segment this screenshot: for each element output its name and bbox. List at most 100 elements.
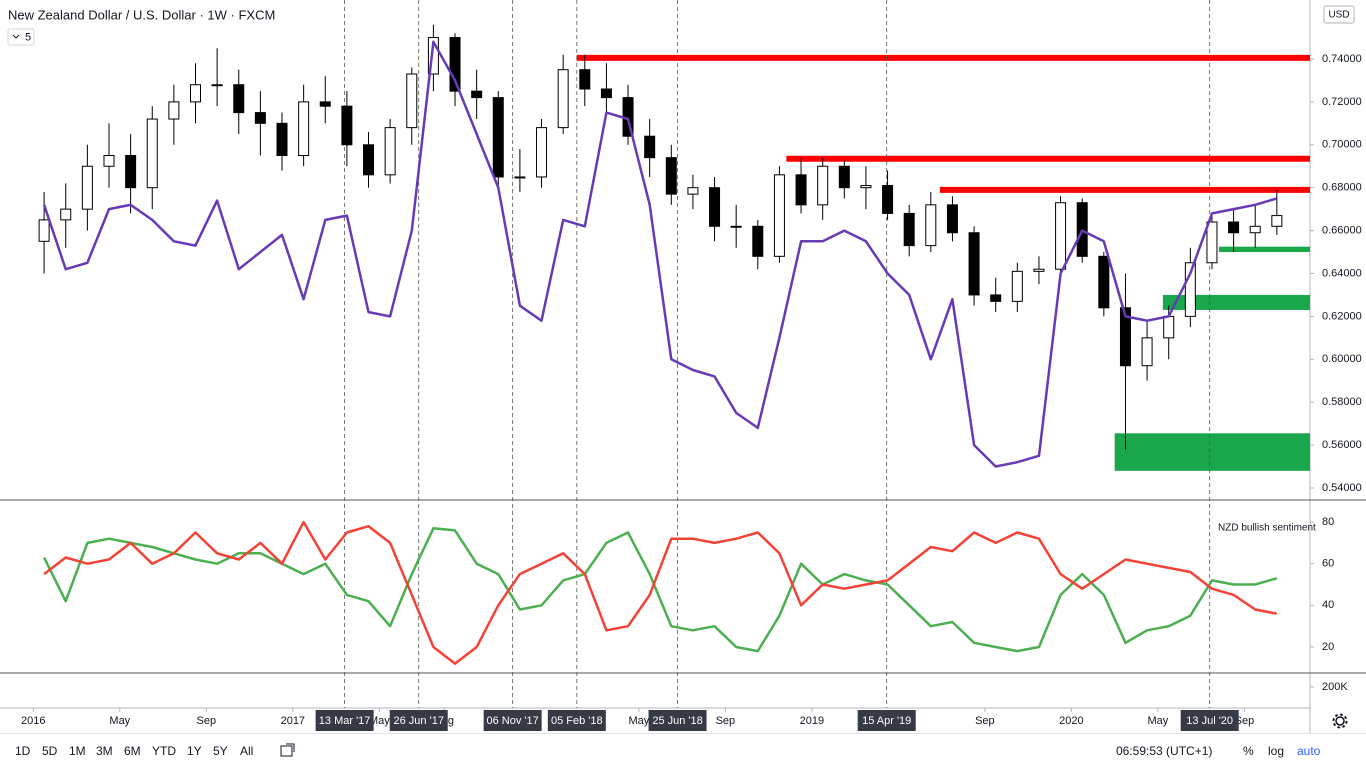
toolbar: 1D 5D 1M 3M 6M YTD 1Y 5Y All 06:59:53 (UTC+1)% log… xyxy=(0,733,1366,769)
event-label: 13 Mar '17 xyxy=(319,715,371,727)
currency-box[interactable] xyxy=(1323,5,1355,24)
range-button[interactable]: 1Y xyxy=(187,744,202,758)
chart-title: New Zealand Dollar / U.S. Dollar · 1W · … xyxy=(8,7,275,22)
candle-body xyxy=(903,212,915,247)
range-button[interactable]: 5D xyxy=(42,744,58,758)
candle-body xyxy=(1206,221,1218,264)
candle-body xyxy=(644,135,656,159)
event-label-box xyxy=(547,710,606,731)
candle-body xyxy=(860,185,872,189)
candle-body xyxy=(1163,315,1175,339)
y-tick-label: 0.68000 xyxy=(1322,182,1362,194)
y-tick-label: 0.56000 xyxy=(1322,439,1362,451)
y-tick-label: 80 xyxy=(1322,516,1334,528)
event-label: 06 Nov '17 xyxy=(487,715,539,727)
y-tick-label: 0.66000 xyxy=(1322,224,1362,236)
candle-body xyxy=(990,294,1002,302)
candle-body xyxy=(211,84,223,87)
candle-body xyxy=(319,101,331,107)
series-line xyxy=(42,40,1278,468)
x-tick-label: 2016 xyxy=(21,715,45,727)
candle-body xyxy=(1249,225,1261,234)
x-tick-label: Sep xyxy=(975,715,995,727)
candle-body xyxy=(1033,268,1045,272)
range-button[interactable]: 6M xyxy=(124,744,141,758)
candle-body xyxy=(579,69,591,90)
chart: New Zealand Dollar / U.S. Dollar · 1W · … xyxy=(0,0,1366,733)
candle-body xyxy=(168,101,180,120)
interval-box[interactable] xyxy=(7,28,35,46)
range-button[interactable]: 1D xyxy=(15,744,31,758)
currency[interactable]: USD xyxy=(1328,10,1349,21)
x-tick-label: May xyxy=(1148,715,1169,727)
event-label-box xyxy=(857,710,916,731)
candle-body xyxy=(838,165,850,189)
settings-icon[interactable] xyxy=(1332,713,1348,729)
candle-body xyxy=(341,105,353,146)
event-label-box xyxy=(315,710,374,731)
support-zone xyxy=(1162,294,1310,310)
series-line xyxy=(43,520,1278,665)
candle-body xyxy=(665,157,677,195)
event-label: 26 Jun '17 xyxy=(394,715,444,727)
scale-option[interactable]: auto xyxy=(1297,744,1321,758)
y-tick-label: 20 xyxy=(1322,641,1334,653)
range-button[interactable]: 3M xyxy=(96,744,113,758)
range-button[interactable]: All xyxy=(240,744,254,758)
candle-body xyxy=(968,232,980,296)
event-label-box xyxy=(483,710,542,731)
event-label: 05 Feb '18 xyxy=(551,715,603,727)
scale-option[interactable]: log xyxy=(1268,744,1285,758)
candle-body xyxy=(1184,262,1196,317)
y-tick-label: 0.62000 xyxy=(1322,310,1362,322)
candle-body xyxy=(146,118,158,189)
candle-body xyxy=(276,122,288,157)
candle-body xyxy=(925,204,937,247)
candle-body xyxy=(1098,255,1110,309)
compare-icon[interactable] xyxy=(280,743,296,762)
candle-body xyxy=(557,69,569,129)
range-button[interactable]: 1M xyxy=(69,744,86,758)
candle-body xyxy=(1011,270,1023,302)
event-label: 13 Jul '20 xyxy=(1186,715,1233,727)
event-label: 25 Jun '18 xyxy=(652,715,702,727)
x-tick-label: 2020 xyxy=(1059,715,1083,727)
event-label: 15 Apr '19 xyxy=(862,715,911,727)
candle-body xyxy=(38,219,50,242)
candle-body xyxy=(103,155,115,167)
candle-body xyxy=(233,84,245,114)
candle-body xyxy=(1228,221,1240,234)
candle-body xyxy=(81,165,93,210)
candle-body xyxy=(406,73,418,129)
candle-body xyxy=(536,127,548,178)
y-tick-label: 0.70000 xyxy=(1322,139,1362,151)
candle-body xyxy=(1119,307,1131,367)
candle-body xyxy=(492,97,504,178)
candle-body xyxy=(449,37,461,92)
y-tick-label: 0.74000 xyxy=(1322,53,1362,65)
x-tick-label: Sep xyxy=(716,715,736,727)
candle-body xyxy=(1271,215,1283,227)
y-tick-label: 200K xyxy=(1322,681,1348,693)
x-tick-label: 2019 xyxy=(800,715,824,727)
candle-body xyxy=(773,174,785,257)
candle-body xyxy=(817,165,829,206)
interval[interactable]: 5 xyxy=(25,31,31,43)
candle-body xyxy=(600,88,612,99)
candle-body xyxy=(709,187,721,227)
candle-body xyxy=(730,225,742,228)
range-button[interactable]: YTD xyxy=(152,744,176,758)
range-button[interactable]: 5Y xyxy=(213,744,228,758)
candle-body xyxy=(125,155,137,189)
x-tick-label: Sep xyxy=(197,715,217,727)
annotation: NZD bullish sentiment xyxy=(1218,523,1316,534)
y-tick-label: 0.54000 xyxy=(1322,482,1362,494)
y-tick-label: 60 xyxy=(1322,558,1334,570)
scale-option[interactable]: % xyxy=(1243,744,1254,758)
chevron-icon xyxy=(12,34,20,39)
candle-body xyxy=(384,127,396,176)
candle-body xyxy=(190,84,202,103)
event-label-box xyxy=(389,710,448,731)
x-tick-label: May xyxy=(369,715,390,727)
candle-body xyxy=(795,174,807,206)
